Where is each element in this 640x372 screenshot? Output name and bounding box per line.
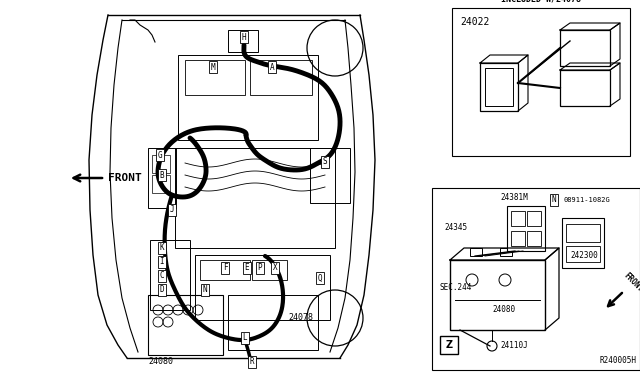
Text: A: A [269,62,275,71]
Text: M: M [211,62,215,71]
Bar [148,148,176,208]
Text: 24345: 24345 [444,224,467,232]
Text: K: K [160,244,164,253]
Text: I: I [160,257,164,266]
Bar [250,60,312,95]
Bar [485,68,513,106]
Bar [480,63,518,111]
Bar [152,155,170,173]
Text: F: F [223,263,227,273]
Text: X: X [273,263,277,273]
Bar [566,224,600,242]
Bar [511,211,525,226]
Text: 24110J: 24110J [500,340,528,350]
Bar [152,175,170,193]
Bar [440,336,458,354]
Text: 242300: 242300 [570,251,598,260]
Bar [511,231,525,246]
Bar [195,255,330,320]
Bar [432,188,640,370]
Bar [527,231,541,246]
Text: 08911-1082G: 08911-1082G [564,197,611,203]
Bar [566,246,600,262]
Text: Z: Z [445,340,452,350]
Bar [228,295,318,350]
Text: FRONT: FRONT [108,173,141,183]
Bar [252,260,287,280]
Bar [560,30,610,66]
Text: FRONT: FRONT [622,271,640,294]
Bar [450,260,545,330]
Text: 24078: 24078 [288,314,313,323]
Text: P: P [258,263,262,273]
Text: E: E [244,263,250,273]
Text: N: N [552,196,556,205]
Bar [470,248,482,256]
Bar [562,218,604,268]
Text: 24022: 24022 [460,17,490,27]
Text: R: R [250,357,254,366]
Bar [527,211,541,226]
Text: 24080: 24080 [492,305,515,314]
Text: R240005H: R240005H [599,356,636,365]
Text: G: G [157,151,163,160]
Bar [310,148,350,203]
Bar [507,206,545,251]
Bar [228,30,258,52]
Bar [178,55,318,140]
Bar [175,148,335,248]
Bar [200,260,250,280]
Text: C: C [160,272,164,280]
Bar [148,295,223,355]
Bar [560,70,610,106]
Text: SEC.244: SEC.244 [440,283,472,292]
Text: Q: Q [317,273,323,282]
Bar [452,8,630,156]
Bar [500,248,512,256]
Text: B: B [160,170,164,180]
Text: 24080: 24080 [148,357,173,366]
Text: INCLUDED W/24078: INCLUDED W/24078 [501,0,581,3]
Text: J: J [170,205,174,215]
Text: L: L [243,334,247,343]
Text: N: N [203,285,207,295]
Bar [150,240,190,310]
Text: S: S [323,157,327,167]
Text: 24381M: 24381M [500,193,528,202]
Text: H: H [242,32,246,42]
Text: D: D [160,285,164,295]
Bar [185,60,245,95]
